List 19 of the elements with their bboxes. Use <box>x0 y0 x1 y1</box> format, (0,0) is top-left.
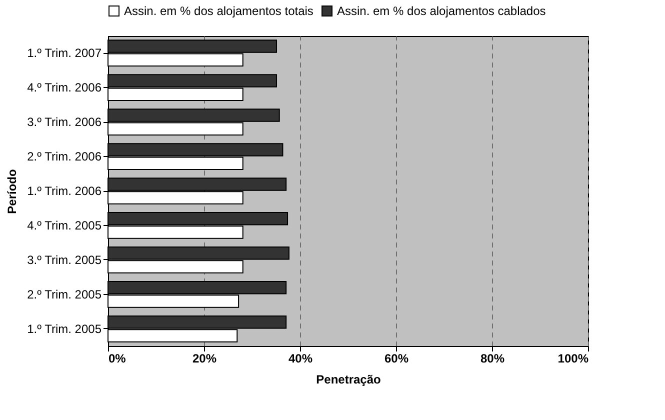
x-tick-label: 0% <box>108 352 126 366</box>
legend-label: Assin. em % dos alojamentos totais <box>124 4 314 18</box>
y-tick-label: 4.º Trim. 2005 <box>27 218 102 232</box>
y-tick-label: 3.º Trim. 2005 <box>27 252 102 267</box>
x-tick-label: 100% <box>558 352 589 366</box>
y-tick-label: 4.º Trim. 2006 <box>27 80 102 95</box>
y-tick-label: 1.º Trim. 2007 <box>27 46 102 60</box>
x-axis-title: Penetração <box>316 372 381 386</box>
x-tick-label: 40% <box>288 352 313 366</box>
y-tick-label: 1.º Trim. 2005 <box>27 322 102 336</box>
y-tick-label: 2.º Trim. 2005 <box>27 287 102 302</box>
y-tick-label: 3.º Trim. 2006 <box>27 115 102 130</box>
legend-label: Assin. em % dos alojamentos cablados <box>337 4 546 18</box>
x-tick-label: 20% <box>192 352 217 366</box>
x-tick-label: 80% <box>480 352 505 366</box>
x-tick-label: 60% <box>384 352 409 366</box>
y-axis-title: Período <box>4 169 19 214</box>
y-tick-label: 2.º Trim. 2006 <box>27 150 102 164</box>
y-tick-label: 1.º Trim. 2006 <box>27 184 102 198</box>
